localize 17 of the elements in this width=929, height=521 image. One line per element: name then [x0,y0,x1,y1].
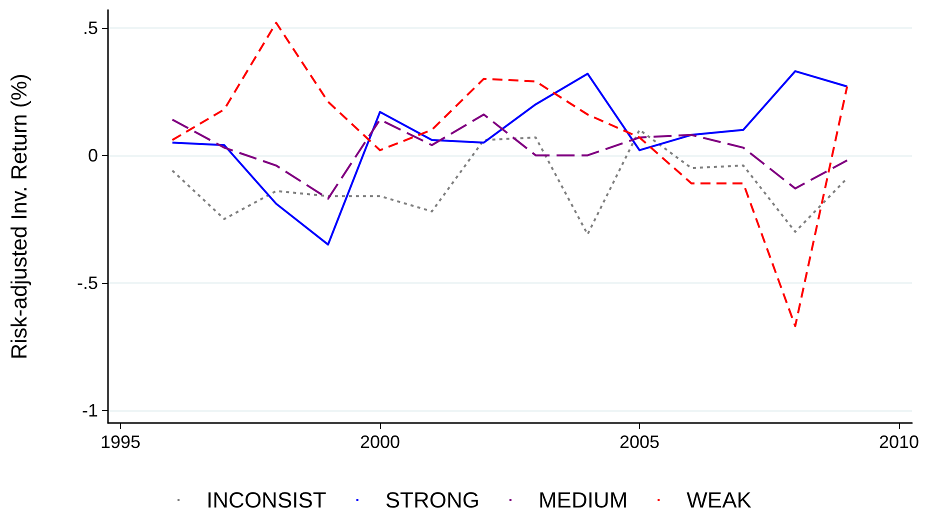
line-series [171,22,848,328]
legend-label: MEDIUM [538,488,628,512]
line-series [171,128,848,236]
y-tick-label: -.5 [76,272,98,293]
y-tick-label: -1 [82,400,98,420]
x-tick-label: 2000 [360,432,400,452]
y-axis-title: Risk-adjusted Inv. Return (%) [6,74,32,360]
x-tick-label: 1995 [100,432,140,452]
y-tick-label: 0 [88,145,98,166]
x-tick-label: 2005 [619,432,660,452]
x-tick-label: 2010 [879,432,920,452]
line-series [171,114,848,200]
line-series [171,70,848,246]
y-tick-label: .5 [82,18,98,38]
legend-label: STRONG [385,488,480,512]
legend-label: WEAK [686,488,752,512]
legend-label: INCONSIST [206,488,326,512]
